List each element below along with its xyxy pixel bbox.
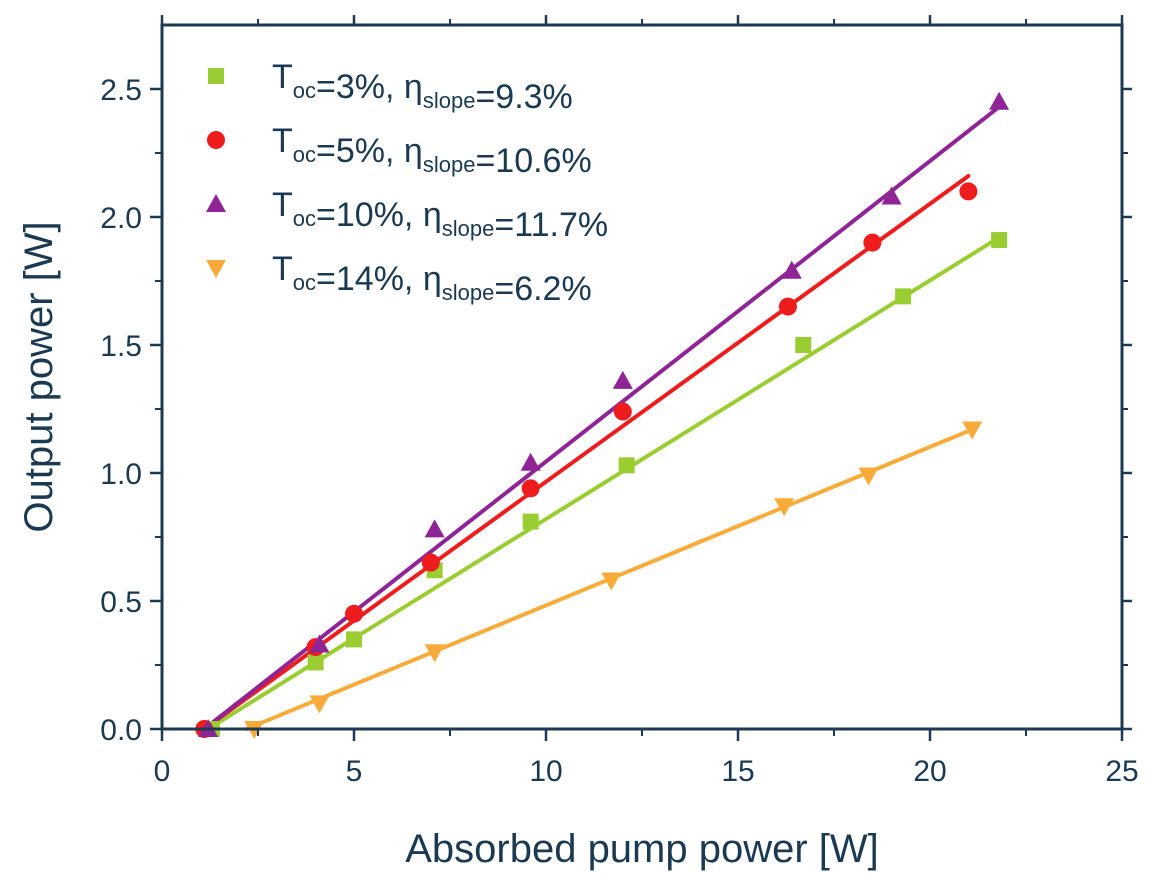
data-point-series-4 bbox=[309, 695, 330, 714]
data-point-series-3 bbox=[520, 452, 541, 471]
data-point-series-4 bbox=[601, 572, 622, 591]
data-point-series-2 bbox=[863, 233, 882, 252]
data-point-series-1 bbox=[346, 631, 362, 648]
x-tick-label: 15 bbox=[721, 755, 754, 788]
data-point-series-2 bbox=[959, 182, 978, 201]
legend-text-part: =10.6% bbox=[475, 142, 591, 180]
legend-label-3: Toc=10%, ηslope=11.7% bbox=[272, 186, 608, 244]
legend-text-part: =10%, η bbox=[316, 196, 442, 234]
data-point-series-4 bbox=[962, 421, 983, 440]
data-markers bbox=[195, 91, 1010, 739]
legend-marker-3 bbox=[206, 194, 226, 212]
data-point-series-1 bbox=[618, 457, 635, 474]
legend-text-part: =5%, η bbox=[316, 132, 423, 170]
legend-text-part: T bbox=[272, 250, 293, 288]
axis-ticks bbox=[150, 15, 1132, 741]
legend-text-part: =6.2% bbox=[494, 270, 591, 308]
legend-text-part: =11.7% bbox=[494, 206, 608, 244]
x-tick-label: 20 bbox=[913, 755, 946, 788]
x-tick-label: 5 bbox=[346, 755, 363, 788]
x-axis-title: Absorbed pump power [W] bbox=[405, 827, 879, 871]
fit-line-series-1 bbox=[206, 235, 1002, 731]
legend-text-part: =9.3% bbox=[475, 78, 572, 116]
data-point-series-1 bbox=[991, 232, 1008, 249]
y-tick-label: 2.5 bbox=[100, 74, 142, 107]
legend-text-part: T bbox=[272, 122, 293, 160]
legend-text-part: oc bbox=[293, 206, 316, 231]
legend-text-part: T bbox=[272, 186, 293, 224]
data-point-series-3 bbox=[781, 260, 802, 279]
legend-text-part: slope bbox=[423, 152, 476, 177]
legend-text-part: slope bbox=[442, 280, 495, 305]
legend-text-part: slope bbox=[442, 216, 495, 241]
data-point-series-1 bbox=[522, 513, 539, 530]
data-point-series-3 bbox=[881, 186, 902, 205]
legend: Toc=3%, ηslope=9.3%Toc=5%, ηslope=10.6%T… bbox=[206, 58, 608, 308]
legend-text-part: T bbox=[272, 58, 293, 96]
data-point-series-1 bbox=[895, 288, 912, 305]
legend-label-1: Toc=3%, ηslope=9.3% bbox=[272, 58, 573, 116]
legend-text-part: slope bbox=[423, 88, 476, 113]
data-point-series-3 bbox=[309, 634, 330, 653]
data-point-series-1 bbox=[795, 337, 812, 353]
legend-marker-4 bbox=[206, 260, 226, 278]
data-point-series-4 bbox=[774, 498, 795, 517]
y-tick-label: 2.0 bbox=[100, 202, 142, 235]
y-tick-label: 0.5 bbox=[100, 586, 142, 619]
x-tick-label: 25 bbox=[1105, 755, 1138, 788]
legend-text-part: oc bbox=[293, 78, 316, 103]
data-point-series-2 bbox=[345, 604, 363, 623]
legend-text-part: oc bbox=[293, 142, 316, 167]
data-point-series-3 bbox=[989, 91, 1010, 110]
data-point-series-4 bbox=[424, 644, 445, 663]
y-tick-label: 0.0 bbox=[100, 714, 142, 747]
data-point-series-2 bbox=[521, 479, 540, 498]
legend-label-2: Toc=5%, ηslope=10.6% bbox=[272, 122, 592, 180]
data-point-series-2 bbox=[778, 297, 797, 316]
legend-text-part: oc bbox=[293, 270, 316, 295]
data-point-series-3 bbox=[424, 519, 445, 538]
data-point-series-1 bbox=[307, 654, 324, 671]
legend-marker-1 bbox=[208, 68, 224, 84]
y-tick-label: 1.0 bbox=[100, 458, 142, 491]
y-axis-title: Output power [W] bbox=[17, 221, 61, 532]
data-point-series-2 bbox=[613, 402, 632, 421]
legend-text-part: =14%, η bbox=[316, 260, 442, 298]
data-point-series-2 bbox=[421, 553, 440, 572]
legend-label-4: Toc=14%, ηslope=6.2% bbox=[272, 250, 592, 308]
y-tick-label: 1.5 bbox=[100, 330, 142, 363]
data-point-series-4 bbox=[858, 467, 879, 486]
fit-line-series-2 bbox=[202, 174, 971, 731]
data-point-series-3 bbox=[612, 370, 633, 389]
legend-marker-2 bbox=[207, 131, 225, 149]
fit-line-series-3 bbox=[202, 104, 1002, 731]
tick-labels: 0 5 10 15 20 25 0.0 0.5 1.0 1.5 2.0 2.5 bbox=[100, 74, 1138, 788]
legend-text-part: =3%, η bbox=[316, 68, 423, 106]
x-tick-label: 10 bbox=[529, 755, 562, 788]
fit-lines bbox=[202, 104, 1002, 731]
plot-frame bbox=[160, 23, 1124, 731]
x-tick-label: 0 bbox=[154, 755, 171, 788]
